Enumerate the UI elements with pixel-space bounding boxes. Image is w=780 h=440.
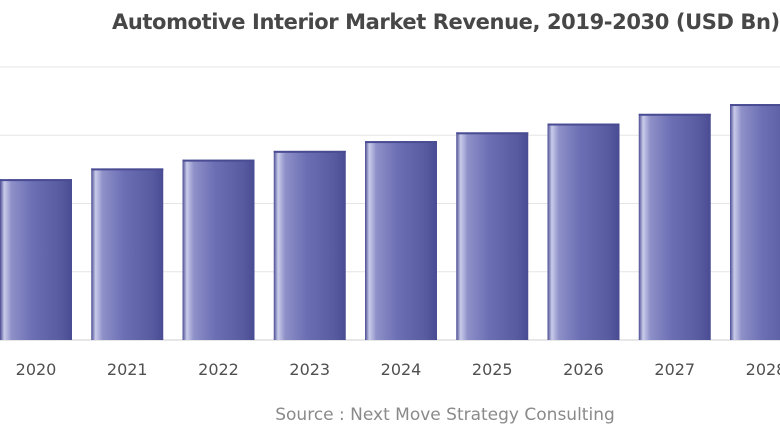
x-tick-label: 2020 <box>16 360 57 379</box>
bar-cap-2026 <box>547 123 620 126</box>
bar-cap-2027 <box>638 113 711 116</box>
bar-2022 <box>182 159 255 340</box>
chart-title: Automotive Interior Market Revenue, 2019… <box>112 10 780 34</box>
bar-2028 <box>730 104 780 340</box>
bar-2024 <box>365 141 437 340</box>
bar-cap-2021 <box>91 168 164 171</box>
x-tick-labels: 2020 2021 2022 2023 2024 2025 2026 2027 2028 <box>16 360 780 379</box>
bar-cap-2028 <box>730 104 780 107</box>
x-tick-label: 2021 <box>107 360 148 379</box>
bar-cap-2023 <box>273 150 346 153</box>
bars <box>0 104 780 340</box>
bar-2021 <box>91 168 164 340</box>
bar-2020 <box>0 179 72 340</box>
x-tick-label: 2024 <box>381 360 422 379</box>
x-tick-label: 2028 <box>746 360 780 379</box>
bar-cap-2022 <box>182 159 255 162</box>
bar-2023 <box>273 150 346 340</box>
x-tick-label: 2022 <box>198 360 239 379</box>
bar-cap-2024 <box>365 141 437 144</box>
bar-2025 <box>456 132 529 340</box>
bar-cap-2025 <box>456 132 529 135</box>
chart-source: Source : Next Move Strategy Consulting <box>275 405 615 425</box>
x-tick-label: 2026 <box>563 360 604 379</box>
x-tick-label: 2027 <box>654 360 695 379</box>
bar-2027 <box>638 113 711 340</box>
bar-cap-2020 <box>0 179 72 182</box>
bar-2026 <box>547 123 620 340</box>
x-tick-label: 2023 <box>289 360 330 379</box>
x-tick-label: 2025 <box>472 360 513 379</box>
